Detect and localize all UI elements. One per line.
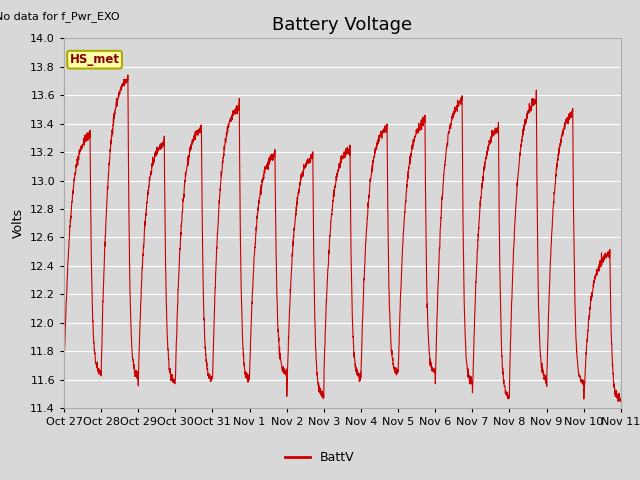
Title: Battery Voltage: Battery Voltage: [273, 16, 412, 34]
Y-axis label: Volts: Volts: [12, 208, 24, 238]
Legend: BattV: BattV: [280, 446, 360, 469]
Text: No data for f_Pwr_EXO: No data for f_Pwr_EXO: [0, 11, 119, 22]
Text: HS_met: HS_met: [70, 53, 120, 66]
